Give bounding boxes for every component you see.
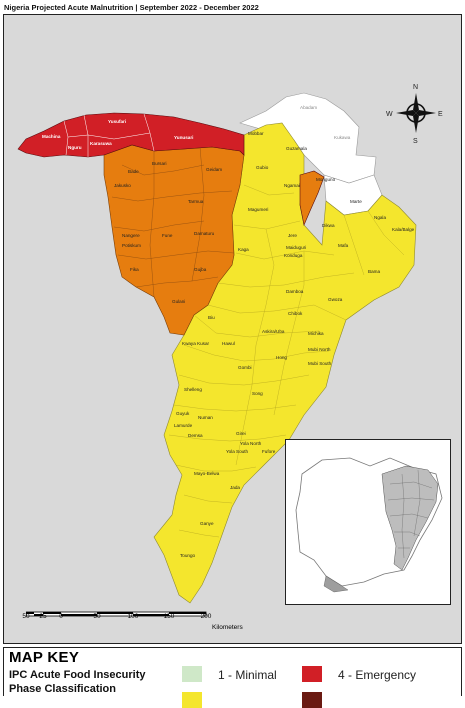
compass-w: W (386, 111, 393, 118)
label-damaturu: Damaturu (194, 231, 215, 236)
label-magumeri: Magumeri (248, 207, 268, 212)
label-gwoza: Gwoza (328, 297, 343, 302)
compass-rose-icon: N E S W (386, 84, 443, 145)
legend-swatch-famine (302, 692, 322, 708)
label-ngamai: Ngamai (284, 183, 300, 188)
label-lamurde: Lamurde (174, 423, 193, 428)
scale-tick-5: 100 (127, 613, 139, 620)
legend-swatch-emergency (302, 666, 322, 682)
lga-boundaries-orange (111, 146, 235, 298)
label-mafa: Mafa (338, 243, 349, 248)
label-bama: Bama (368, 269, 380, 274)
label-mobbar: Mobbar (248, 131, 264, 136)
label-kaga: Kaga (238, 247, 249, 252)
compass-n: N (413, 84, 418, 91)
label-karasuwa: Karasuwa (90, 141, 112, 146)
legend-label-emergency: 4 - Emergency (338, 668, 417, 682)
label-monguno: Monguno (316, 177, 336, 182)
page-title: Nigeria Projected Acute Malnutrition | S… (4, 3, 259, 12)
map-key: MAP KEY IPC Acute Food Insecurity Phase … (3, 647, 462, 708)
map-key-title: MAP KEY (9, 649, 80, 666)
scale-tick-2: 25 (39, 613, 47, 620)
compass-s: S (413, 138, 418, 145)
label-kwaya-kusar: Kwaya Kusar (182, 341, 210, 346)
scale-unit: Kilometers (212, 624, 243, 631)
label-michika: Michika (308, 331, 324, 336)
label-potiskum: Potiskum (122, 243, 141, 248)
label-fufore: Fufore (262, 449, 276, 454)
label-guyuk: Guyuk (176, 411, 190, 416)
label-gujba: Gujba (194, 267, 207, 272)
label-abadam: Abadam (300, 105, 317, 110)
scale-tick-7: 200 (200, 613, 212, 620)
label-bade: Bade (128, 169, 139, 174)
label-nguru: Nguru (68, 145, 82, 150)
label-fune: Fune (162, 233, 173, 238)
compass-e: E (438, 111, 443, 118)
scale-tick-6: 150 (163, 613, 175, 620)
label-guzamala: Guzamala (286, 146, 307, 151)
phase4-region (17, 112, 245, 158)
main-map[interactable]: Yusufari Yunusari Machina Nguru Karasuwa… (4, 15, 462, 644)
label-biu: Biu (208, 315, 215, 320)
label-yunusari: Yunusari (174, 135, 193, 140)
label-yusufari: Yusufari (108, 119, 126, 124)
label-ganye: Ganye (200, 521, 214, 526)
label-jakusko: Jakusko (114, 183, 131, 188)
label-konduga: Konduga (284, 253, 303, 258)
label-gombi: Gombi (238, 365, 252, 370)
label-shelleng: Shelleng (184, 387, 202, 392)
label-dikwa: Dikwa (322, 223, 335, 228)
label-jada: Jada (230, 485, 240, 490)
scale-tick-1: 50 (22, 613, 30, 620)
label-damboa: Damboa (286, 289, 304, 294)
label-hong: Hong (276, 355, 287, 360)
inset-nigeria-outline (295, 457, 443, 593)
scale-bar-graphic (25, 611, 207, 617)
label-gulani: Gulani (172, 299, 185, 304)
legend-swatch-stressed (182, 692, 202, 708)
label-toungo: Toungo (180, 553, 196, 558)
label-chibok: Chibok (288, 311, 303, 316)
label-yola-north: Yola North (240, 441, 262, 446)
label-mubi-south: Mubi South (308, 361, 332, 366)
map-frame[interactable]: Yusufari Yunusari Machina Nguru Karasuwa… (3, 14, 462, 644)
label-bursari: Bursari (152, 161, 167, 166)
label-geidam: Geidam (206, 167, 222, 172)
label-maiduguri: Maiduguri (286, 245, 306, 250)
label-demsa: Demsa (188, 433, 203, 438)
label-numan: Numan (198, 415, 213, 420)
label-girei: Girei (236, 431, 246, 436)
label-nangere: Nangere (122, 233, 140, 238)
label-fika: Fika (130, 267, 139, 272)
scale-tick-3: 0 (59, 613, 63, 620)
phase4-ngamai (299, 170, 325, 227)
lga-boundaries-red (63, 113, 155, 157)
label-kala-balge: Kala/Balge (392, 227, 415, 232)
label-askira-uba: Askira/Uba (262, 329, 285, 334)
label-marte: Marte (350, 199, 362, 204)
legend-swatch-minimal (182, 666, 202, 682)
label-kukawa: Kukawa (334, 135, 351, 140)
label-tarmua: Tarmua (188, 199, 204, 204)
label-hawul: Hawul (222, 341, 235, 346)
label-song: Song (252, 391, 263, 396)
label-gubio: Gubio (256, 165, 269, 170)
inset-map (285, 439, 451, 605)
label-mayo-belwa: Mayo-Belwa (194, 471, 220, 476)
lga-boundaries (168, 184, 405, 538)
label-yola-south: Yola South (226, 449, 248, 454)
label-mubi-north: Mubi North (308, 347, 331, 352)
scale-tick-4: 50 (93, 613, 101, 620)
scale-bar: 50 25 0 50 100 150 200 Kilometers (22, 609, 266, 639)
legend-label-minimal: 1 - Minimal (218, 668, 277, 682)
label-jere: Jere (288, 233, 297, 238)
label-ngala: Ngala (374, 215, 386, 220)
label-machina: Machina (42, 134, 61, 139)
map-key-subtitle: IPC Acute Food Insecurity Phase Classifi… (9, 669, 146, 695)
